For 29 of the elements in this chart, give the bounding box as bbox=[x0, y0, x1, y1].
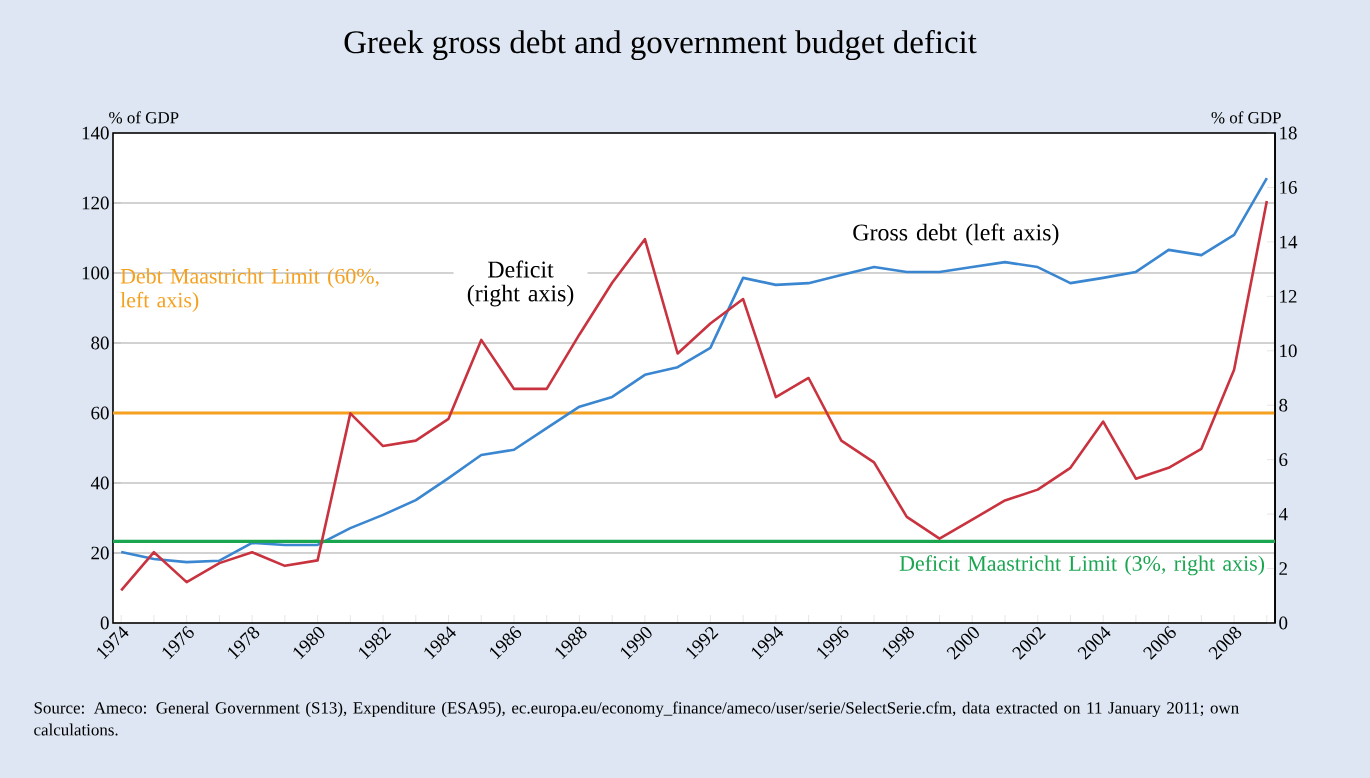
y2-tick-label: 8 bbox=[1279, 398, 1288, 412]
y2-tick-label: 4 bbox=[1278, 507, 1288, 521]
y-tick-label: 40 bbox=[90, 476, 109, 490]
y-tick-label: 100 bbox=[82, 266, 109, 280]
x-tick-label: 1992 bbox=[686, 626, 719, 660]
y2-tick-label: 12 bbox=[1280, 290, 1297, 303]
source-note: Source: Ameco: General Government (S13), Expenditure (ESA95), ec.europa.eu/economy_finance/ameco/user/serie/SelectSerie.cfm, data extracted on 11 January 2011; own calculations. bbox=[34, 701, 1239, 736]
y2-tick-label: 10 bbox=[1280, 344, 1297, 358]
y-tick-label: 80 bbox=[91, 336, 109, 350]
series-label: Gross debt (left axis) bbox=[853, 223, 1059, 246]
y-tick-label: 20 bbox=[91, 546, 109, 560]
y2-tick-label: 16 bbox=[1280, 181, 1297, 194]
y2-tick-label: 18 bbox=[1280, 126, 1297, 140]
y2-tick-label: 2 bbox=[1279, 562, 1287, 575]
x-tick-label: 1990 bbox=[620, 626, 652, 660]
y-tick-label: 140 bbox=[82, 126, 109, 140]
x-tick-label: 1982 bbox=[359, 626, 392, 660]
ref-line-label: Deficit Maastricht Limit (3%, right axis) bbox=[899, 555, 1265, 576]
ref-line-label: Debt Maastricht Limit (60%, left axis) bbox=[120, 268, 379, 312]
y2-tick-label: 6 bbox=[1279, 453, 1288, 467]
x-tick-label: 1980 bbox=[293, 626, 325, 660]
y-tick-label: 60 bbox=[91, 406, 109, 420]
y-axis-title: % of GDP bbox=[109, 111, 179, 124]
series-label: Deficit (right axis) bbox=[467, 260, 574, 307]
y2-axis-title: % of GDP bbox=[1211, 111, 1281, 124]
y-tick-label: 120 bbox=[82, 196, 109, 210]
y2-tick-label: 0 bbox=[1279, 616, 1288, 630]
chart-title: Greek gross debt and government budget deficit bbox=[344, 29, 977, 61]
y2-tick-label: 14 bbox=[1280, 235, 1298, 249]
